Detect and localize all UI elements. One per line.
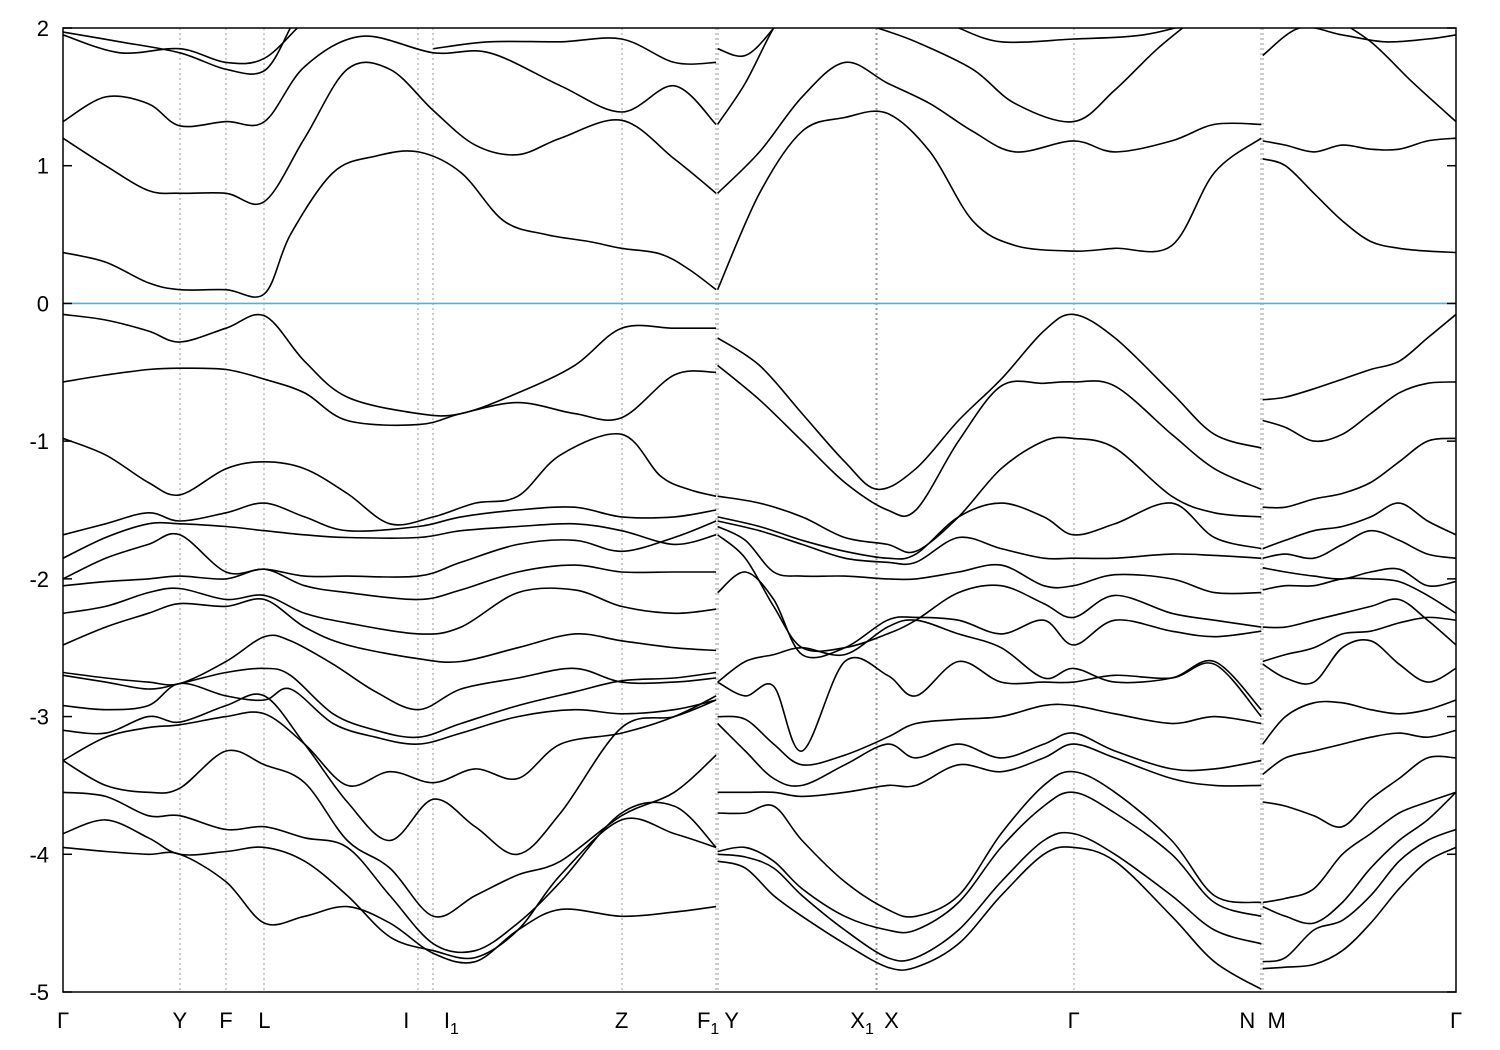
band-line xyxy=(1262,699,1456,745)
band-line xyxy=(1262,846,1456,970)
band-line xyxy=(1262,598,1456,646)
y-tick-label: -2 xyxy=(29,567,49,592)
band-line xyxy=(63,28,292,75)
y-tick-label: -3 xyxy=(29,705,49,730)
band-line xyxy=(63,432,717,526)
x-tick-label: X xyxy=(884,1008,899,1033)
band-line xyxy=(63,367,717,427)
band-line xyxy=(63,564,717,601)
x-tick-label: N xyxy=(1239,1008,1255,1033)
band-line xyxy=(717,791,1262,934)
kpoint-gridlines xyxy=(179,28,1264,992)
y-tick-label: -5 xyxy=(29,980,49,1005)
y-tick-label: 0 xyxy=(37,291,49,316)
band-line xyxy=(1349,28,1456,123)
band-line xyxy=(716,28,775,125)
band-line xyxy=(63,520,717,580)
band-line xyxy=(1262,755,1456,828)
band-line xyxy=(717,656,1262,752)
band-line xyxy=(717,703,1262,766)
band-line xyxy=(63,28,299,65)
band-line xyxy=(1262,791,1456,904)
x-tick-label: Γ xyxy=(1450,1008,1462,1033)
y-tick-label: -4 xyxy=(29,842,49,867)
x-tick-label: M xyxy=(1268,1008,1286,1033)
y-tick-label: 2 xyxy=(37,16,49,41)
band-line xyxy=(877,28,1184,123)
x-tick-label: X1 xyxy=(850,1008,874,1038)
band-line xyxy=(1262,638,1456,685)
band-line xyxy=(63,695,717,787)
band-line xyxy=(717,364,1262,518)
band-line xyxy=(717,831,1262,962)
band-line xyxy=(1262,828,1456,963)
x-tick-label: Y xyxy=(724,1008,739,1033)
band-line xyxy=(1262,381,1456,443)
band-line xyxy=(1262,137,1456,153)
band-line xyxy=(63,749,717,918)
x-tick-label: Z xyxy=(615,1008,628,1033)
band-line xyxy=(1262,502,1456,550)
x-tick-label: Γ xyxy=(1068,1008,1080,1033)
band-line xyxy=(717,313,1262,491)
band-line xyxy=(63,150,717,298)
band-line xyxy=(717,28,775,58)
segment-breaks xyxy=(716,28,1261,992)
band-line xyxy=(63,682,717,745)
band-line xyxy=(1262,577,1456,614)
band-line xyxy=(1262,529,1456,560)
x-tick-label: I1 xyxy=(444,1008,459,1038)
band-line xyxy=(717,770,1262,918)
band-line xyxy=(717,436,1262,554)
band-line xyxy=(1262,158,1456,254)
band-line xyxy=(63,521,717,559)
bands-layer xyxy=(63,28,1456,990)
band-line xyxy=(433,37,717,65)
band-line xyxy=(717,61,1262,194)
band-line xyxy=(63,667,717,739)
band-line xyxy=(63,502,717,536)
band-line xyxy=(1262,437,1456,509)
x-axis: Γ Y F L I I1 Z F1 Y X1 X Γ N M Γ xyxy=(57,1008,1462,1038)
band-line xyxy=(1262,616,1456,663)
y-tick-label: 1 xyxy=(37,154,49,179)
band-line xyxy=(958,28,1179,44)
band-line xyxy=(63,597,717,664)
band-line xyxy=(717,619,1262,711)
band-line xyxy=(717,571,1262,659)
y-tick-label: -1 xyxy=(29,429,49,454)
band-line xyxy=(63,61,717,206)
x-tick-label: I xyxy=(403,1008,409,1033)
band-line xyxy=(63,587,717,635)
band-line xyxy=(717,520,1262,566)
band-line xyxy=(717,722,1262,787)
band-line xyxy=(63,35,717,128)
band-line xyxy=(63,791,717,954)
x-tick-label: F1 xyxy=(697,1008,719,1038)
x-tick-label: F xyxy=(219,1008,232,1033)
band-line xyxy=(63,634,717,711)
y-axis: 2 1 0 -1 -2 -3 -4 -5 xyxy=(29,16,1456,1005)
x-tick-label: Γ xyxy=(57,1008,69,1033)
band-line xyxy=(1262,313,1456,401)
band-line xyxy=(717,743,1262,798)
x-tick-label: L xyxy=(258,1008,270,1033)
band-line xyxy=(717,846,1262,990)
band-line xyxy=(716,110,1262,291)
band-line xyxy=(63,313,717,417)
plot-frame xyxy=(62,27,1457,993)
band-line xyxy=(63,846,717,964)
band-line xyxy=(717,534,1262,653)
band-line xyxy=(717,525,1262,595)
band-line xyxy=(1262,567,1456,587)
band-line xyxy=(1262,28,1456,57)
band-line xyxy=(63,817,717,960)
band-line xyxy=(63,693,717,856)
band-line xyxy=(717,502,1262,560)
band-line xyxy=(1262,791,1456,925)
x-tick-label: Y xyxy=(172,1008,187,1033)
band-line xyxy=(1262,729,1456,776)
